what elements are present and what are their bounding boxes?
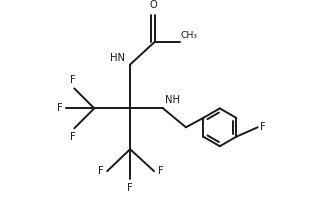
Text: F: F [157, 166, 163, 176]
Text: F: F [127, 183, 133, 193]
Text: NH: NH [165, 95, 180, 105]
Text: F: F [69, 132, 75, 142]
Text: F: F [98, 166, 104, 176]
Text: O: O [149, 0, 157, 10]
Text: CH₃: CH₃ [181, 31, 198, 40]
Text: F: F [69, 75, 75, 85]
Text: HN: HN [110, 53, 125, 63]
Text: F: F [260, 122, 266, 132]
Text: F: F [57, 103, 63, 113]
